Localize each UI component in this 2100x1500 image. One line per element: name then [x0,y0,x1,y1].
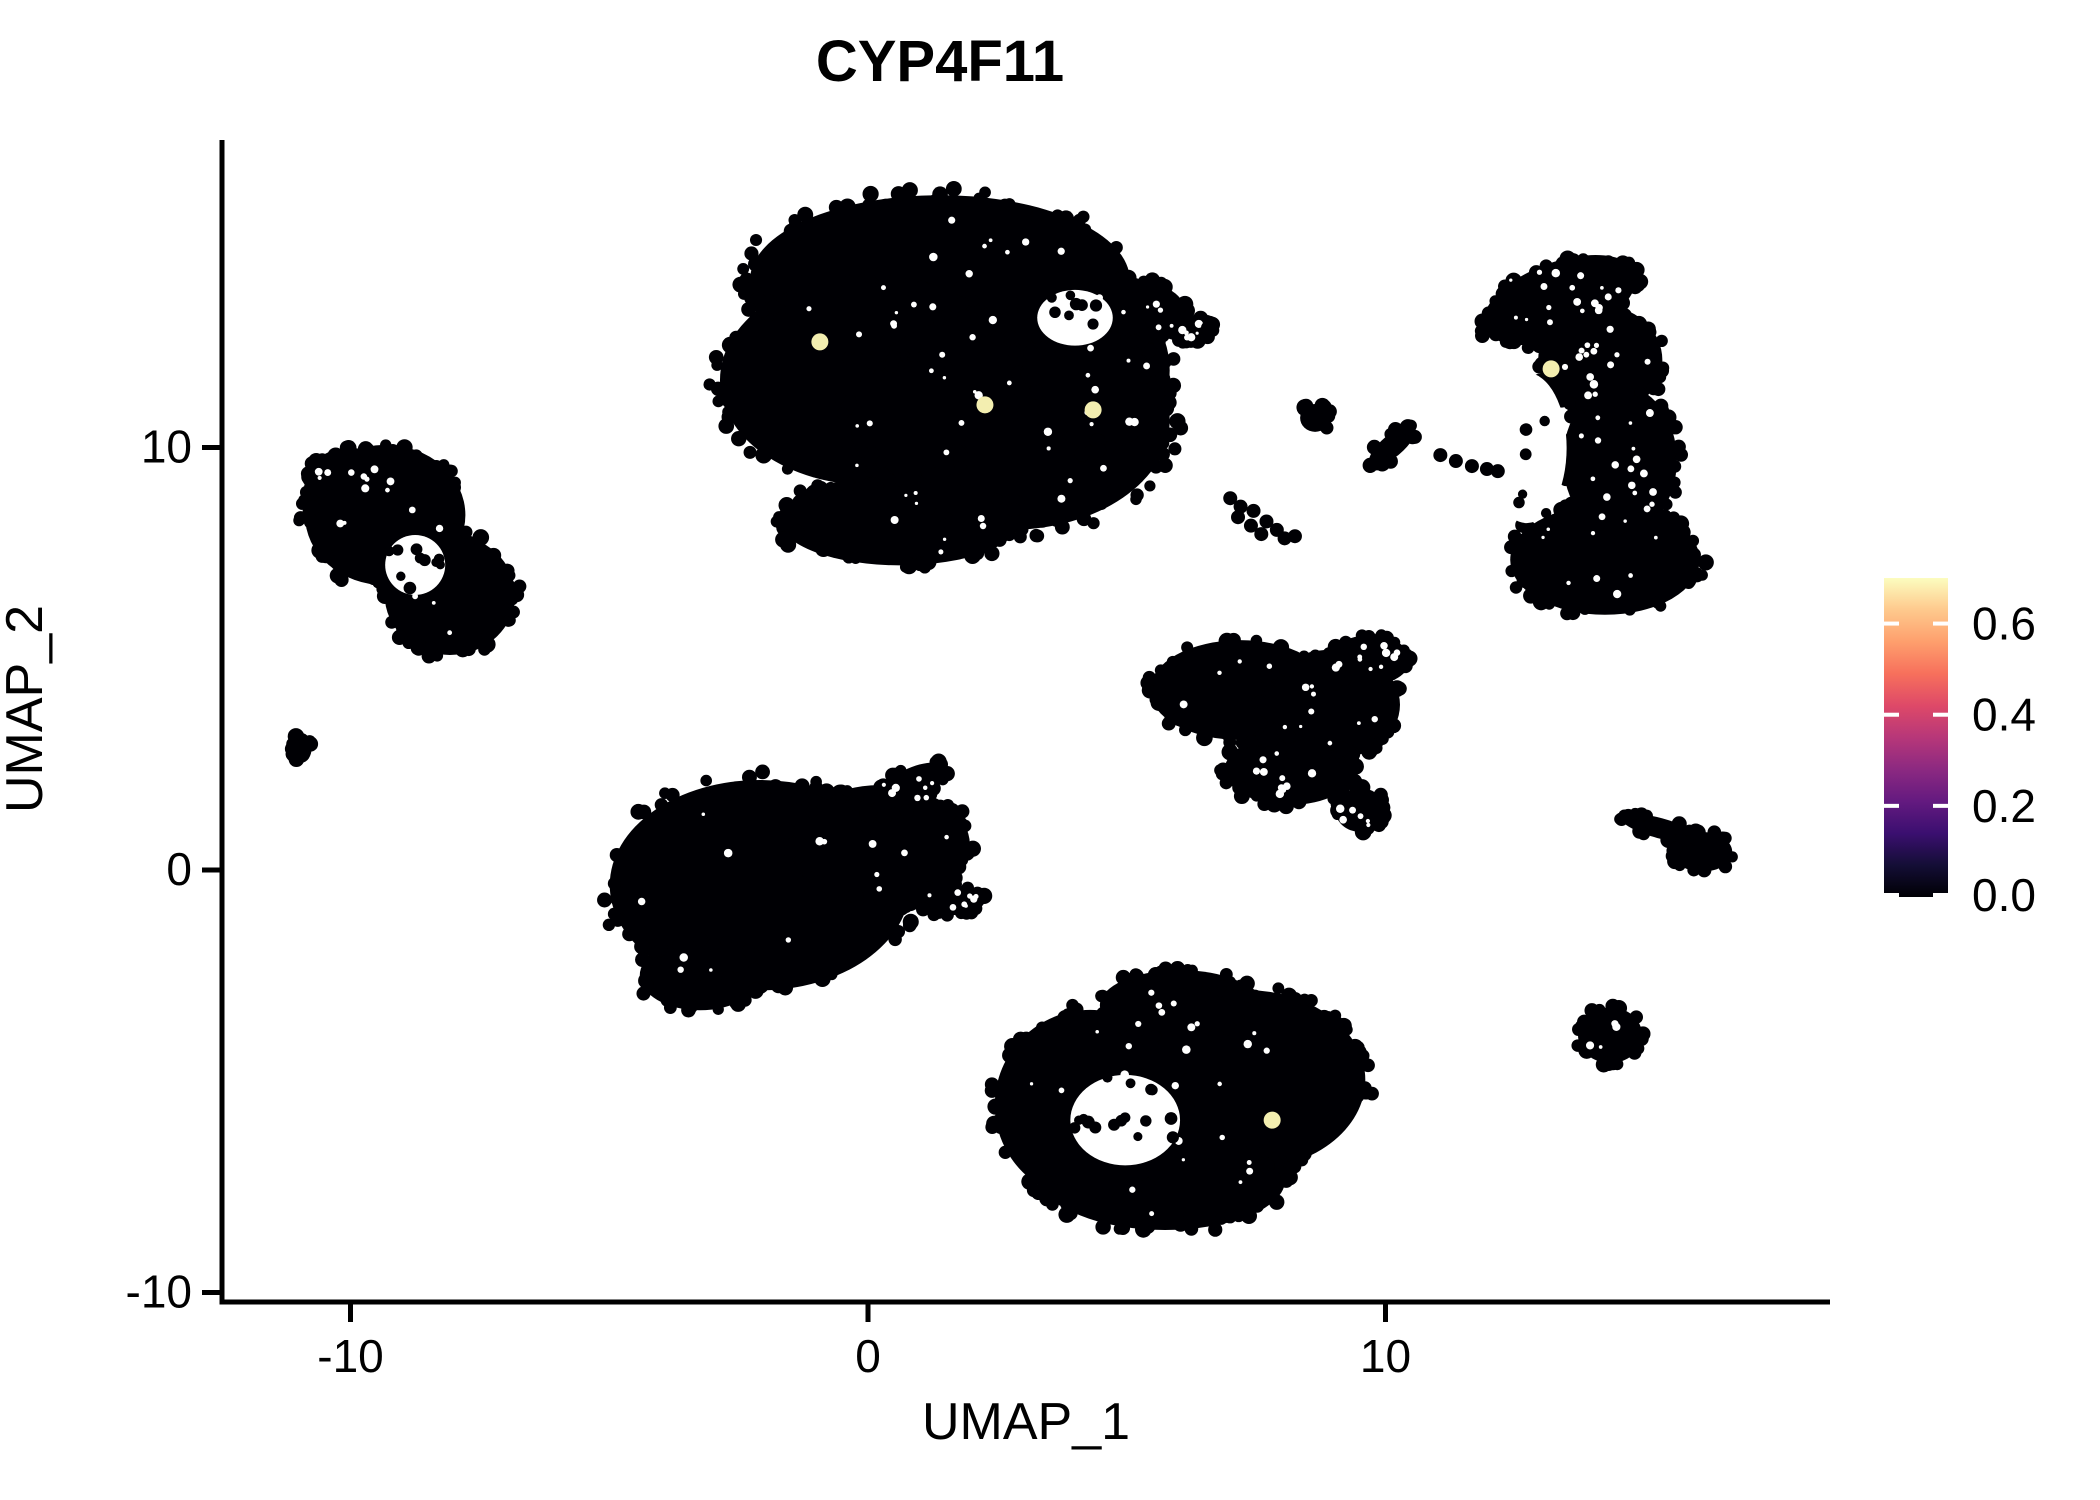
y-tick-label: 0 [166,843,192,895]
colorbar-tick-label: 0.0 [1972,869,2036,921]
colorbar-tick-label: 0.6 [1972,598,2036,650]
high-expression-cell [1263,1111,1281,1129]
x-axis-label: UMAP_1 [921,1393,1131,1451]
high-expression-cell [976,396,994,414]
y-tick-label: -10 [126,1266,192,1318]
axes: -10 0 10 -10 0 10 [126,140,1830,1382]
high-expression-cell [811,333,829,351]
colorbar-tick-label: 0.4 [1972,689,2036,741]
x-tick-label: -10 [317,1330,383,1382]
high-expression-cell [1542,360,1560,378]
x-tick-label: 10 [1360,1330,1411,1382]
x-tick-label: 0 [855,1330,881,1382]
colorbar-tick-label: 0.2 [1972,780,2036,832]
clusters-layer [284,180,1738,1238]
colorbar-gradient [1884,578,1948,897]
colorbar-legend: 0.0 0.2 0.4 0.6 [1884,578,2036,921]
chart-title: CYP4F11 [815,29,1065,94]
high-expression-cell [1084,401,1102,419]
y-tick-label: 10 [141,421,192,473]
